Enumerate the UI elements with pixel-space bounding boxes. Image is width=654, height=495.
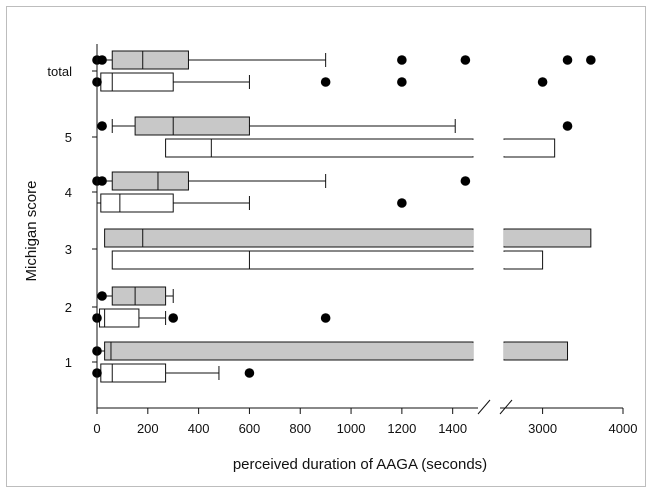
outlier-gray-total-1	[97, 55, 107, 65]
outlier-white-total-2	[397, 77, 407, 87]
box-gray-2	[111, 286, 167, 306]
x-tick-label-600: 600	[239, 421, 261, 436]
outlier-gray-5-0	[97, 121, 107, 131]
box-gray-total	[111, 50, 189, 70]
box-gray-1-b	[503, 341, 569, 361]
y-tick-label-2: 2	[65, 300, 72, 315]
x-tick-label-800: 800	[289, 421, 311, 436]
y-tick-label-1: 1	[65, 355, 72, 370]
outlier-gray-2-0	[97, 291, 107, 301]
axis-break-mark-right	[499, 399, 513, 415]
outlier-white-4-0	[397, 198, 407, 208]
y-tick-label-total: total	[47, 64, 72, 79]
outlier-white-2-1	[168, 313, 179, 323]
outlier-gray-4-1	[97, 176, 107, 186]
box-gray-5	[134, 116, 250, 136]
outlier-white-total-1	[320, 77, 331, 87]
outlier-white-1-1	[244, 368, 255, 378]
box-gray-3-a	[104, 228, 474, 248]
outlier-gray-5-1	[562, 121, 573, 131]
axis-break-mark-left	[477, 399, 491, 415]
chart-frame	[6, 6, 646, 487]
box-white-1	[100, 363, 167, 383]
box-white-3-a	[111, 250, 474, 270]
outlier-gray-total-2	[397, 55, 407, 65]
box-white-3-b	[503, 250, 544, 270]
box-gray-1-a	[104, 341, 474, 361]
box-white-2	[99, 308, 140, 328]
outlier-gray-total-4	[562, 55, 573, 65]
box-gray-4	[111, 171, 189, 191]
outlier-gray-4-2	[460, 176, 471, 186]
x-tick-label-400: 400	[188, 421, 210, 436]
boxes-layer	[96, 50, 592, 383]
y-tick-label-5: 5	[65, 130, 72, 145]
y-tick-label-3: 3	[65, 242, 72, 257]
x-tick-label-1400: 1400	[438, 421, 467, 436]
x-tick-label-0: 0	[93, 421, 100, 436]
box-white-4	[100, 193, 174, 213]
axes-layer: 0 200 400 600 800 1000 1200 1400 3000 4000 1 2 3 4 5 to…	[47, 40, 637, 436]
x-tick-label-1200: 1200	[387, 421, 416, 436]
outliers-layer	[92, 55, 596, 378]
x-tick-label-1000: 1000	[337, 421, 366, 436]
outlier-gray-total-3	[460, 55, 471, 65]
outlier-white-total-3	[537, 77, 548, 87]
x-tick-label-200: 200	[137, 421, 159, 436]
x-tick-label-4000: 4000	[609, 421, 638, 436]
box-white-total	[100, 72, 174, 92]
outlier-white-2-2	[320, 313, 331, 323]
outlier-gray-total-5	[586, 55, 596, 65]
x-axis-label: perceived duration of AAGA (seconds)	[233, 456, 487, 473]
y-tick-label-4: 4	[65, 185, 72, 200]
x-tick-label-3000: 3000	[528, 421, 557, 436]
box-white-5-b	[503, 138, 556, 158]
axis-break-gap	[474, 40, 503, 408]
y-axis-label: Michigan score	[23, 181, 40, 282]
box-gray-3-b	[503, 228, 592, 248]
